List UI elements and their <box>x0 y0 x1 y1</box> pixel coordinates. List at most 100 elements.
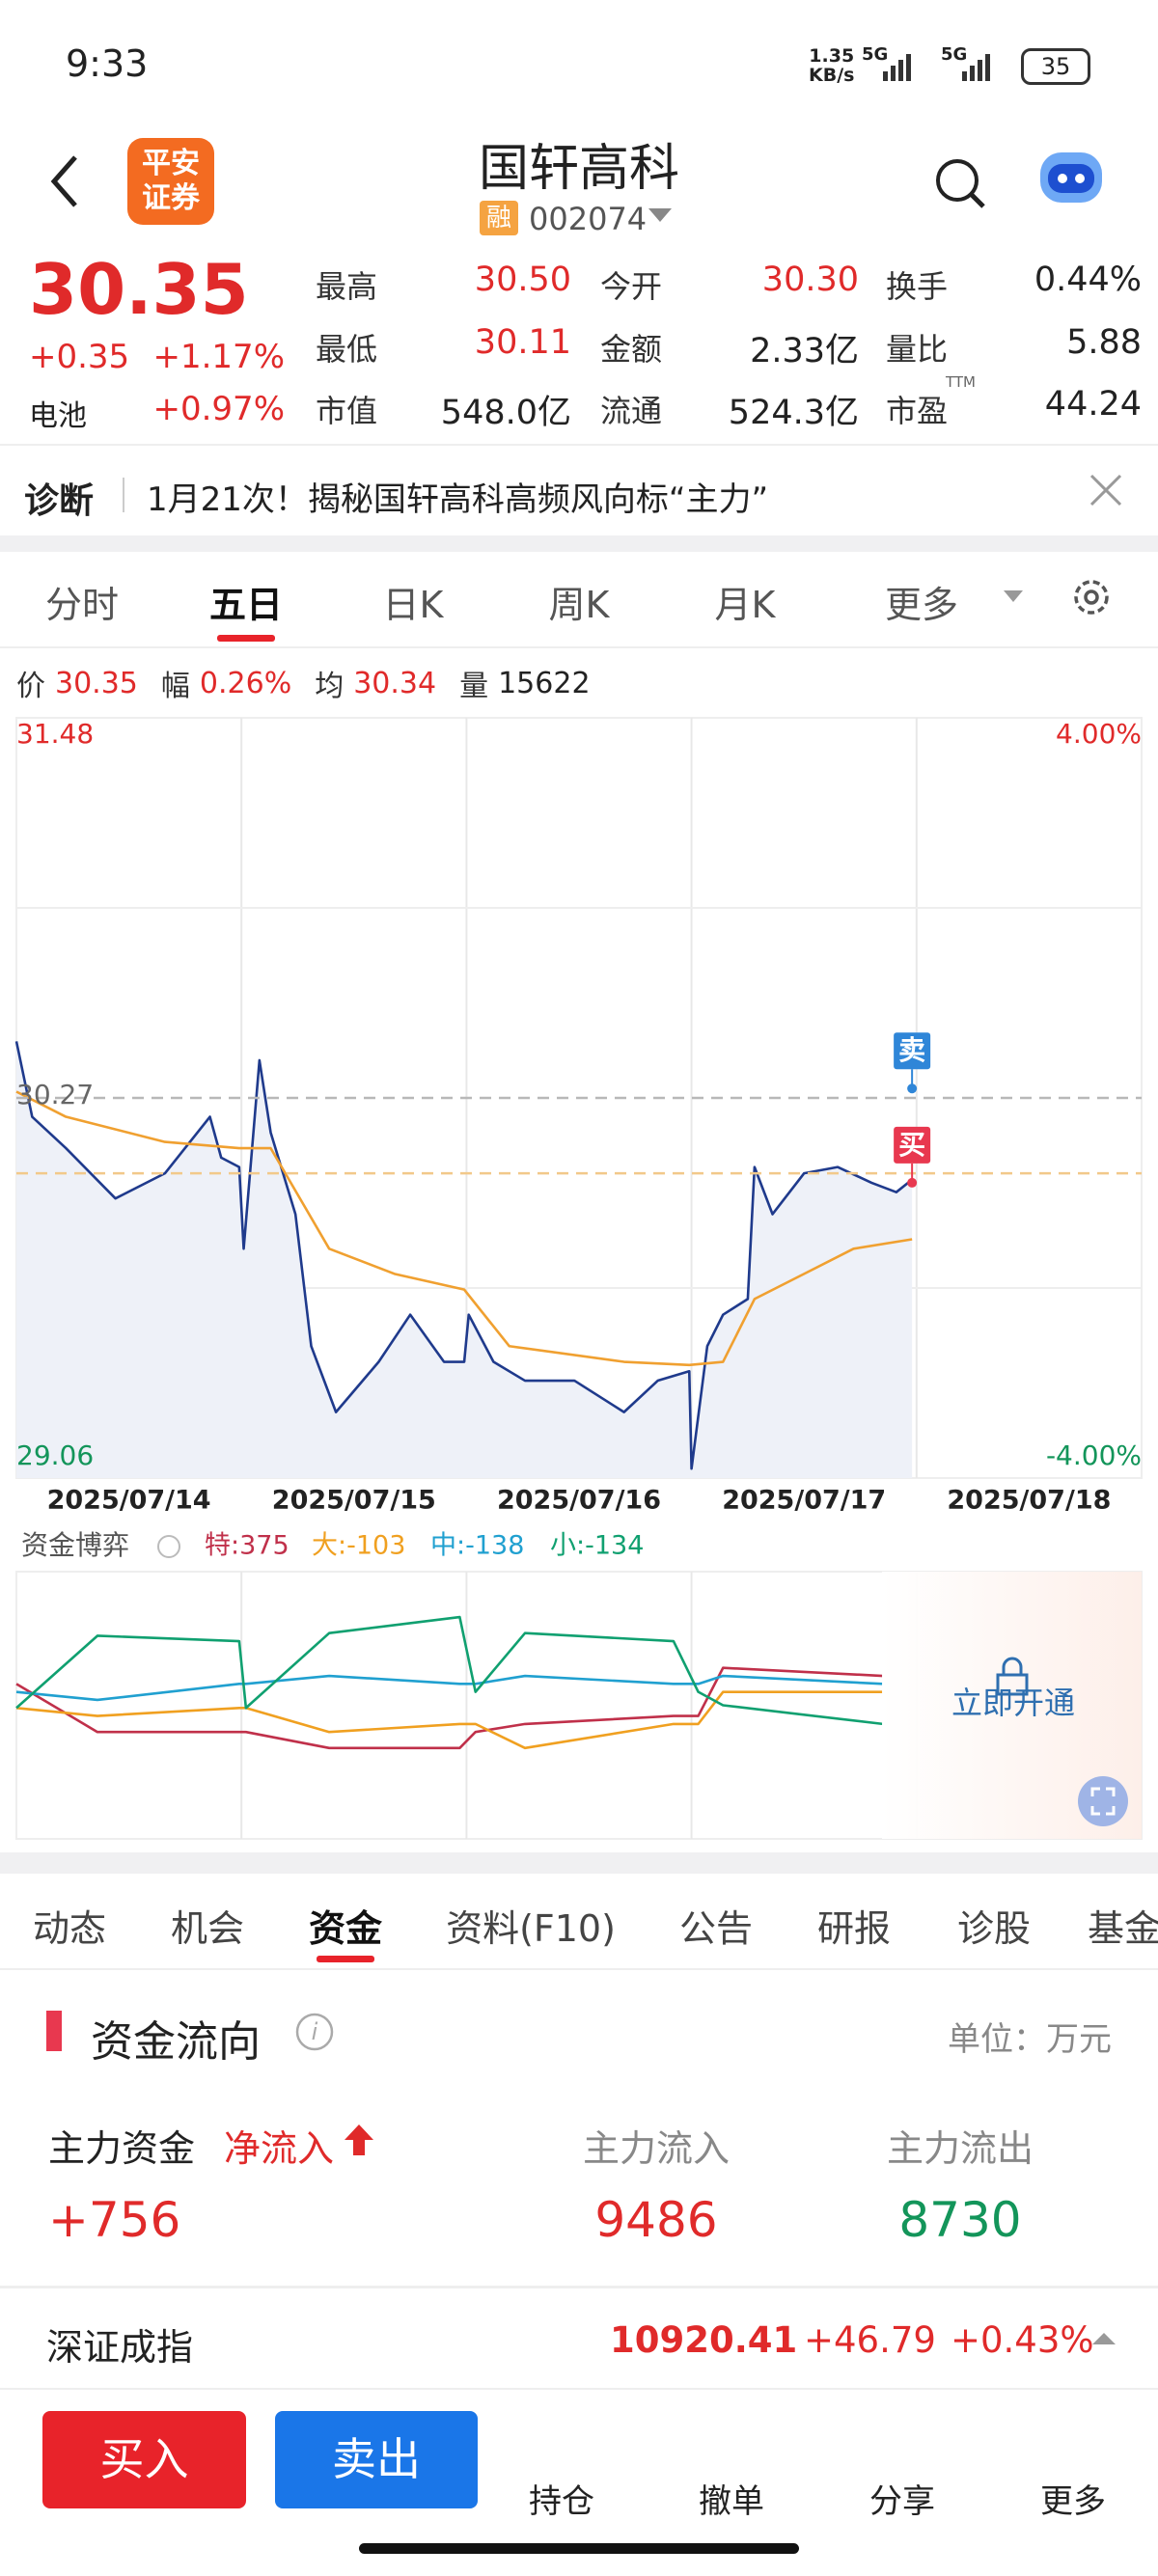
inflow-label: 主力流入 <box>582 2127 730 2170</box>
series-line <box>15 1666 883 1750</box>
field-label: 今开 <box>600 268 663 305</box>
field-value: 524.3亿 <box>728 394 859 432</box>
settings-button[interactable] <box>1069 575 1114 619</box>
dropdown[interactable] <box>648 208 672 224</box>
info-label: 量 <box>459 670 489 703</box>
legend-label: 特:375 <box>205 1531 290 1561</box>
legend-label: 小:-134 <box>550 1531 644 1561</box>
spacer <box>0 1852 1158 1874</box>
series-line <box>15 1690 883 1750</box>
info-tab[interactable]: 资料(F10) <box>446 1907 616 1950</box>
net-speed: 1.35 KB/s <box>809 46 854 85</box>
series-line <box>15 1090 913 1367</box>
lock-text[interactable]: 立即开通 <box>951 1685 1075 1721</box>
info-tab[interactable]: 机会 <box>170 1907 244 1950</box>
price-chart: 30.27 31.48 29.06 4.00% -4.00% 2025/07/14 2025… <box>14 717 1143 1516</box>
legend-label: 中:-138 <box>430 1531 524 1561</box>
field-value: 5.88 <box>1066 323 1142 362</box>
tab-underline <box>217 635 275 642</box>
inflow: 9486 <box>594 2192 718 2248</box>
info-tab[interactable]: 诊股 <box>956 1907 1031 1950</box>
info-value: 30.34 <box>353 666 437 700</box>
svg-text:i: i <box>312 2018 318 2045</box>
chart-tab[interactable]: 月K <box>714 584 776 626</box>
bottom-label[interactable]: 分享 <box>869 2482 935 2521</box>
index-value: 10920.41 <box>610 2319 798 2361</box>
notice-tag: 诊断 <box>24 481 95 521</box>
field-value: 30.50 <box>474 260 571 299</box>
x-tick-label: 2025/07/16 <box>497 1486 661 1516</box>
outflow: 8730 <box>898 2192 1022 2248</box>
y-tick-label: 31.48 <box>16 718 94 750</box>
divider <box>0 1968 1158 1970</box>
chart-tab[interactable]: 分时 <box>44 584 119 626</box>
robot-icon[interactable] <box>1033 143 1110 210</box>
last-price: 30.35 <box>29 249 249 330</box>
reference-label: 30.27 <box>16 1079 94 1110</box>
index-pct: +0.43% <box>951 2319 1094 2361</box>
field-label: 市值 <box>316 393 378 429</box>
broker-text: 平安 <box>142 147 200 180</box>
trade-mark-box <box>894 1032 931 1070</box>
bottom-label[interactable]: 撤单 <box>699 2482 764 2521</box>
sell-button[interactable]: 卖出 <box>275 2411 478 2508</box>
trade-mark-dot <box>907 1177 918 1188</box>
field-label: 量比 <box>886 331 949 368</box>
lock-icon <box>996 1657 1029 1696</box>
info-tab[interactable]: 资金 <box>308 1907 382 1950</box>
trade-mark-label: 买 <box>898 1129 925 1161</box>
close-button[interactable] <box>1089 473 1123 507</box>
divider <box>123 478 124 512</box>
sector: 电池 <box>29 399 87 433</box>
info-tab[interactable]: 基金 <box>1087 1907 1158 1950</box>
net-label: 净流入 <box>224 2127 335 2170</box>
fullscreen-button[interactable] <box>1078 1776 1128 1826</box>
info-value: 0.26% <box>199 666 292 700</box>
chart-tab[interactable]: 周K <box>548 584 610 626</box>
section-marker <box>46 2011 62 2051</box>
section-title: 资金流向 <box>91 2017 261 2067</box>
series-line <box>15 1674 883 1702</box>
notice-text[interactable]: 1月21次！揭秘国轩高科高频风向标“主力” <box>147 480 769 519</box>
field-value: 30.30 <box>761 260 859 299</box>
chart-tab[interactable]: 日K <box>382 584 444 626</box>
divider <box>0 2286 1158 2288</box>
divider <box>0 444 1158 446</box>
search-button[interactable] <box>931 154 989 212</box>
info-value: 15622 <box>498 666 591 700</box>
field-label: 最低 <box>316 331 378 368</box>
field-value: 44.24 <box>1044 385 1142 424</box>
main-label: 主力资金 <box>48 2127 196 2170</box>
price-change: +0.35 <box>29 338 130 376</box>
price-area <box>16 1041 913 1478</box>
field-value: 2.33亿 <box>750 332 859 370</box>
stock-name: 国轩高科 <box>478 140 679 198</box>
info-icon[interactable]: i <box>294 2012 335 2052</box>
bottom-label[interactable]: 持仓 <box>529 2482 594 2521</box>
x-tick-label: 2025/07/14 <box>47 1486 211 1516</box>
x-tick-label: 2025/07/17 <box>722 1486 886 1516</box>
bottom-label[interactable]: 更多 <box>1040 2482 1106 2521</box>
info-tab[interactable]: 动态 <box>32 1907 106 1950</box>
field-value: 30.11 <box>474 323 571 362</box>
info-tab[interactable]: 研报 <box>816 1907 891 1950</box>
field-value: 0.44% <box>1034 260 1142 299</box>
index-change: +46.79 <box>804 2319 936 2361</box>
net-type: 5G <box>862 44 889 65</box>
net-value: +756 <box>48 2192 181 2248</box>
broker-logo: 平安 证券 <box>127 138 214 225</box>
info-tab[interactable]: 公告 <box>678 1907 753 1950</box>
field-label: 换手 <box>886 268 949 305</box>
expand-arrow[interactable] <box>1092 2331 1116 2346</box>
fullscreen-icon <box>1090 1787 1116 1816</box>
buy-button[interactable]: 买入 <box>42 2411 246 2508</box>
stock-code: 002074 <box>529 201 648 237</box>
x-tick-label: 2025/07/18 <box>947 1486 1111 1516</box>
field-value: 548.0亿 <box>440 394 571 432</box>
chart-tab[interactable]: 更多 <box>884 584 958 626</box>
back-button[interactable] <box>46 152 85 210</box>
unit: 单位：万元 <box>948 2020 1112 2059</box>
time: 9:33 <box>66 42 149 85</box>
chart-tab[interactable]: 五日 <box>208 584 283 626</box>
